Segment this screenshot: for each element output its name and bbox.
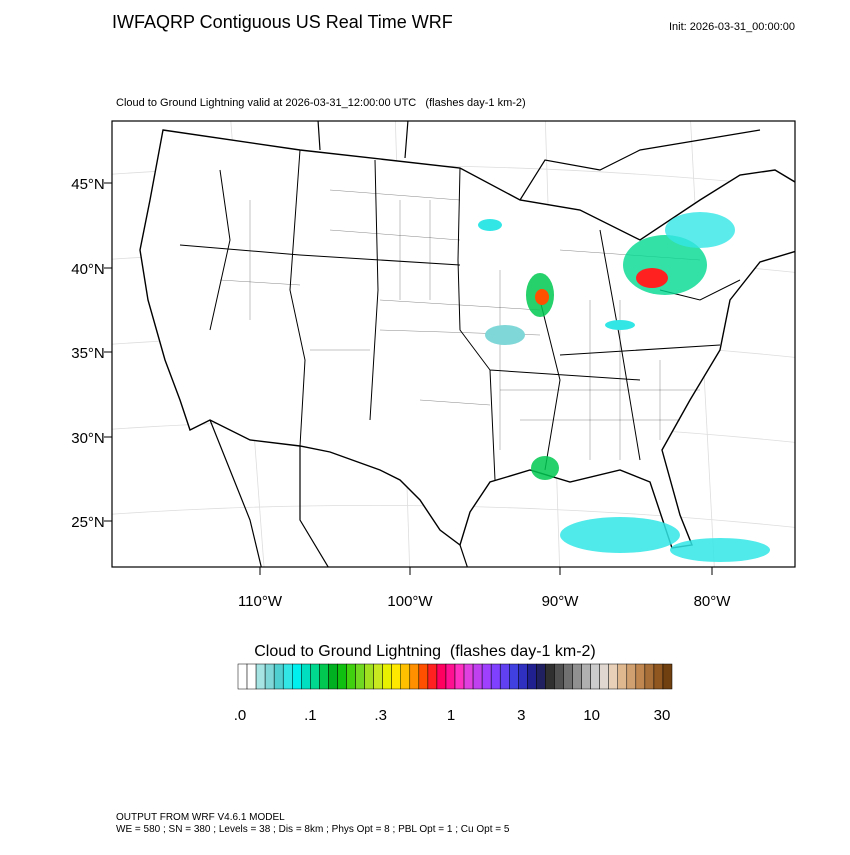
colorbar-swatch	[436, 663, 447, 690]
map-frame	[111, 120, 796, 568]
lon-label: 80°W	[694, 593, 732, 610]
colorbar-swatch	[617, 663, 628, 690]
lon-label: 110°W	[238, 593, 283, 610]
colorbar-swatch	[355, 663, 365, 690]
colorbar-swatch	[427, 663, 438, 690]
colorbar-swatch	[418, 663, 429, 690]
lat-label: 35°N	[71, 345, 105, 362]
colorbar-swatch	[463, 663, 474, 690]
canada-outline	[317, 121, 761, 201]
colorbar-swatch	[490, 663, 501, 690]
colorbar-swatch	[644, 663, 655, 690]
colorbar-swatch	[653, 663, 664, 690]
colorbar-swatch	[391, 663, 402, 690]
colorbar-swatch	[382, 663, 392, 690]
colorbar-swatch	[454, 663, 465, 690]
colorbar-label: .3	[374, 707, 387, 724]
colorbar-swatch	[563, 663, 573, 690]
lat-label: 40°N	[71, 261, 105, 278]
colorbar-swatch	[608, 663, 618, 690]
colorbar-swatch	[599, 663, 609, 690]
lon-label: 90°W	[542, 593, 580, 610]
colorbar-swatch	[319, 663, 329, 690]
colorbar-swatch	[590, 663, 600, 690]
lightning-area	[636, 268, 668, 288]
map-area	[112, 121, 795, 567]
colorbar-swatch	[545, 663, 555, 690]
colorbar-swatch	[518, 663, 528, 690]
colorbar-swatch	[246, 663, 257, 690]
lightning-area	[478, 219, 502, 231]
colorbar-label: 3	[517, 707, 525, 724]
lightning-area	[670, 538, 770, 562]
colorbar-swatch	[626, 663, 637, 690]
colorbar-swatch	[472, 663, 483, 690]
colorbar-swatch	[328, 663, 338, 690]
colorbar-swatch	[337, 663, 347, 690]
colorbar-swatch	[554, 663, 564, 690]
lightning-field	[478, 212, 770, 562]
init-time: Init: 2026-03-31_00:00:00	[669, 21, 795, 33]
lightning-area	[531, 456, 559, 480]
colorbar-swatch	[273, 663, 284, 690]
colorbar-swatch	[373, 663, 383, 690]
colorbar-swatch	[237, 663, 248, 690]
colorbar-swatch	[346, 663, 356, 690]
lightning-area	[605, 320, 635, 330]
colorbar-swatch	[572, 663, 582, 690]
colorbar-swatch	[409, 663, 420, 690]
lat-label: 25°N	[71, 514, 105, 531]
lightning-area	[535, 289, 549, 305]
colorbar-swatch	[481, 663, 492, 690]
footer-line: OUTPUT FROM WRF V4.6.1 MODEL	[116, 812, 285, 823]
colorbar-swatch	[662, 663, 673, 690]
colorbar-swatch	[301, 663, 311, 690]
colorbar-swatch	[499, 663, 510, 690]
lightning-area	[560, 517, 680, 553]
lat-label: 30°N	[71, 430, 105, 447]
colorbar: .0 .1 .3 1 3 10 30	[234, 663, 673, 724]
colorbar-swatch	[400, 663, 411, 690]
colorbar-label: .0	[234, 707, 247, 724]
colorbar-swatch	[527, 663, 537, 690]
land-outline	[139, 129, 795, 549]
map-subtitle: Cloud to Ground Lightning valid at 2026-…	[116, 97, 526, 109]
colorbar-title: Cloud to Ground Lightning (flashes day-1…	[254, 643, 596, 660]
colorbar-swatch	[536, 663, 546, 690]
colorbar-swatch	[581, 663, 591, 690]
title: IWFAQRP Contiguous US Real Time WRF	[112, 12, 453, 32]
colorbar-swatch	[264, 663, 275, 690]
colorbar-swatch	[292, 663, 302, 690]
colorbar-swatch	[310, 663, 320, 690]
colorbar-swatch	[364, 663, 374, 690]
footer-line: WE = 580 ; SN = 380 ; Levels = 38 ; Dis …	[116, 824, 510, 835]
colorbar-swatch	[255, 663, 266, 690]
colorbar-swatch	[282, 663, 293, 690]
lightning-area	[485, 325, 525, 345]
colorbar-swatch	[509, 663, 519, 690]
colorbar-label: 10	[583, 707, 600, 724]
lat-label: 45°N	[71, 176, 105, 193]
colorbar-label: 30	[654, 707, 671, 724]
lightning-area	[665, 212, 735, 248]
colorbar-swatch	[635, 663, 646, 690]
colorbar-swatch	[445, 663, 456, 690]
colorbar-label: .1	[304, 707, 317, 724]
mexico-outline	[209, 419, 468, 567]
colorbar-label: 1	[447, 707, 455, 724]
lon-label: 100°W	[387, 593, 433, 610]
